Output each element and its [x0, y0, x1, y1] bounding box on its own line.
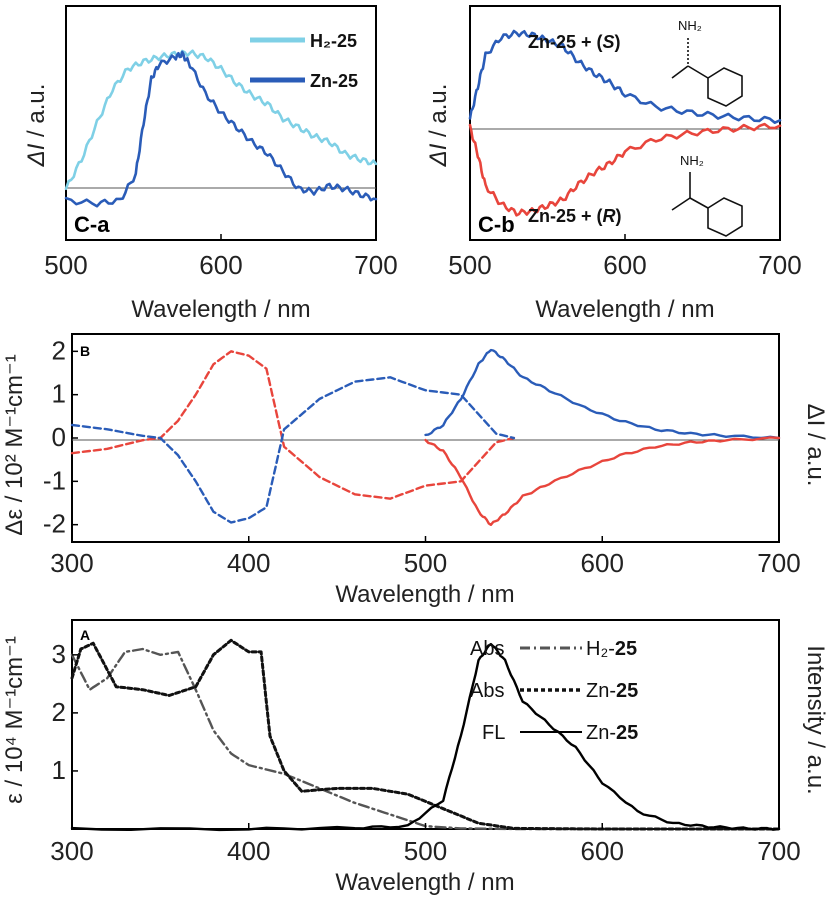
- y-tick-label: 1: [52, 379, 66, 409]
- x-tick-label: 500: [44, 250, 87, 280]
- ca-legend-label-h2: H₂-25: [310, 31, 357, 51]
- y-tick-label: 1: [52, 755, 66, 785]
- series-line-1-1: [468, 122, 782, 217]
- ca-ylabel: ΔI / a.u.: [23, 84, 50, 168]
- series-line-2-0: [70, 350, 516, 500]
- y-tick-label: -2: [43, 509, 66, 539]
- cb-annotation-s: Zn-25 + (S): [528, 32, 621, 52]
- x-tick-label: 400: [227, 836, 270, 866]
- y-tick-label: 3: [52, 639, 66, 669]
- a-legend: Abs H₂-25 Abs Zn-25 FL Zn-25: [470, 638, 638, 744]
- ca-panel-label: C-a: [74, 212, 110, 237]
- series-line-2-3: [424, 436, 781, 526]
- panel-c-b: ΔI / a.u. 500 600 700 C-b Zn-25 + (S) NH₂ …: [425, 5, 802, 323]
- a-legend-label-znabs: Zn-25: [586, 680, 638, 702]
- series-line-3-0: [70, 647, 781, 831]
- a-xlabel: Wavelength / nm: [335, 869, 514, 896]
- panel-c-a: ΔI / a.u. 500 600 700 C-a H₂-25 Zn-25 Wave…: [23, 5, 398, 323]
- x-tick-label: 600: [199, 250, 242, 280]
- panel-a: ε / 10⁴ M⁻¹cm⁻¹ Intensity / a.u. 300 400 5…: [1, 619, 829, 896]
- y-tick-label: -1: [43, 465, 66, 495]
- x-tick-label: 600: [581, 836, 624, 866]
- a-legend-label-h2abs: H₂-25: [586, 638, 637, 660]
- series-line-0-0: [64, 49, 378, 191]
- x-tick-label: 400: [227, 548, 270, 578]
- x-tick-label: 500: [404, 836, 447, 866]
- ca-xlabel: Wavelength / nm: [131, 296, 310, 323]
- y-tick-label: 0: [52, 422, 66, 452]
- s-amine-structure: [671, 38, 743, 107]
- a-legend-kind-znfl: FL: [482, 722, 505, 744]
- y-tick-label: 2: [52, 697, 66, 727]
- cb-xlabel: Wavelength / nm: [535, 296, 714, 323]
- a-panel-label: A: [80, 627, 90, 643]
- x-tick-label: 600: [581, 548, 624, 578]
- b-frame: [71, 333, 780, 543]
- cb-annotation-r: Zn-25 + (R): [528, 206, 622, 226]
- series-line-3-1: [70, 638, 781, 831]
- series-line-0-1: [64, 50, 378, 208]
- series-line-1-0: [468, 29, 782, 124]
- b-ylabel-left: Δε / 10² M⁻¹cm⁻¹: [1, 354, 28, 535]
- r-amine-nh2-label: NH₂: [680, 153, 704, 168]
- x-tick-label: 300: [50, 548, 93, 578]
- b-xlabel: Wavelength / nm: [335, 581, 514, 608]
- ca-legend-label-zn: Zn-25: [310, 71, 358, 91]
- b-panel-label: B: [80, 343, 90, 359]
- x-tick-label: 500: [404, 548, 447, 578]
- series-line-2-2: [424, 348, 781, 440]
- r-amine-structure: [671, 172, 743, 237]
- x-tick-label: 700: [757, 548, 800, 578]
- x-tick-label: 300: [50, 836, 93, 866]
- a-legend-label-znfl: Zn-25: [586, 722, 638, 744]
- series-line-2-1: [70, 376, 516, 524]
- cb-ylabel: ΔI / a.u.: [425, 84, 452, 168]
- panel-b: Δε / 10² M⁻¹cm⁻¹ ΔI / a.u. 300 400 500 600 7…: [1, 333, 829, 608]
- cb-frame: [469, 5, 781, 241]
- series-line-3-2: [70, 642, 781, 832]
- s-amine-nh2-label: NH₂: [678, 18, 702, 33]
- cb-panel-label: C-b: [478, 212, 515, 237]
- x-tick-label: 600: [603, 250, 646, 280]
- b-ylabel-right: ΔI / a.u.: [802, 404, 829, 487]
- x-tick-label: 700: [758, 250, 801, 280]
- a-legend-kind-h2abs: Abs: [470, 638, 504, 660]
- x-tick-label: 700: [757, 836, 800, 866]
- x-tick-label: 700: [354, 250, 397, 280]
- a-legend-kind-znabs: Abs: [470, 680, 504, 702]
- a-ylabel-right: Intensity / a.u.: [802, 645, 829, 794]
- y-tick-label: 2: [52, 335, 66, 365]
- x-tick-label: 500: [448, 250, 491, 280]
- a-ylabel-left: ε / 10⁴ M⁻¹cm⁻¹: [1, 636, 28, 804]
